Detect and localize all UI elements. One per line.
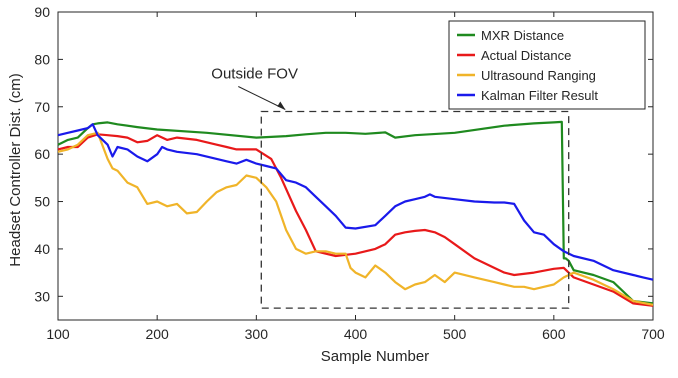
x-tick-label: 400	[344, 326, 368, 342]
series-line-actual-distance	[57, 133, 654, 307]
x-axis-title: Sample Number	[321, 348, 429, 365]
fov-annotation-label: Outside FOV	[211, 66, 298, 83]
y-tick-label: 40	[34, 241, 50, 257]
legend-layer: MXR Distance Actual Distance Ultrasound Ra…	[448, 20, 646, 110]
x-tick-label: 300	[245, 326, 269, 342]
x-tick-label: 600	[542, 326, 566, 342]
series-line-kalman-filter-result	[57, 123, 654, 281]
y-tick-label: 80	[34, 51, 50, 67]
y-tick-label: 90	[34, 4, 50, 20]
x-tick-label: 700	[641, 326, 665, 342]
y-tick-label: 30	[34, 288, 50, 304]
legend-label-kalman-filter-result: Kalman Filter Result	[481, 88, 598, 103]
series-layer	[57, 120, 654, 307]
y-tick-label: 50	[34, 194, 50, 210]
legend-label-actual-distance: Actual Distance	[481, 48, 571, 63]
x-tick-label: 200	[145, 326, 169, 342]
y-axis-title: Headset Controller Dist. (cm)	[7, 73, 24, 266]
fov-annotation-arrow	[238, 86, 286, 110]
fov-annotation-arrowhead	[277, 101, 286, 110]
series-line-ultrasound-ranging	[57, 131, 654, 306]
y-tick-label: 60	[34, 146, 50, 162]
series-line-mxr-distance	[57, 120, 654, 305]
legend-label-ultrasound-ranging: Ultrasound Ranging	[481, 68, 596, 83]
x-tick-label: 500	[443, 326, 467, 342]
legend-box	[448, 20, 646, 110]
x-tick-label: 100	[46, 326, 70, 342]
y-tick-label: 70	[34, 99, 50, 115]
legend-label-mxr-distance: MXR Distance	[481, 28, 564, 43]
annotation-layer: Outside FOV	[211, 66, 570, 309]
